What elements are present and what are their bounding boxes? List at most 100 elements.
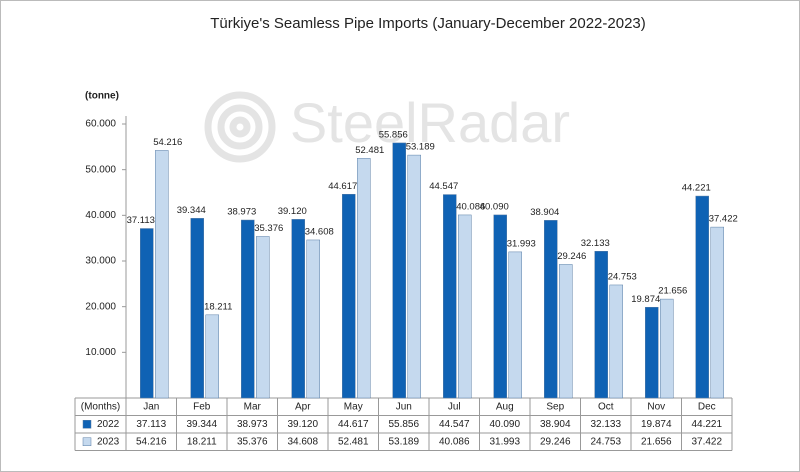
bar bbox=[155, 150, 169, 399]
x-axis-label: (Months) bbox=[81, 401, 120, 412]
table-value: 39.344 bbox=[186, 419, 217, 430]
watermark: SteelRadar bbox=[290, 91, 570, 154]
bar bbox=[443, 194, 457, 399]
table-value: 55.856 bbox=[388, 419, 419, 430]
data-label: 39.344 bbox=[177, 205, 206, 216]
data-label: 38.904 bbox=[530, 207, 559, 218]
table-value: 38.973 bbox=[237, 419, 268, 430]
table-value: 34.608 bbox=[287, 436, 318, 447]
x-tick-label: Jan bbox=[143, 401, 159, 412]
table-value: 37.113 bbox=[136, 419, 166, 430]
bar bbox=[609, 284, 623, 399]
x-tick-label: Feb bbox=[193, 401, 211, 412]
bar bbox=[493, 214, 507, 399]
data-label: 18.211 bbox=[204, 301, 232, 312]
bar bbox=[710, 226, 724, 399]
bar bbox=[559, 264, 573, 399]
bar bbox=[256, 236, 270, 399]
table-value: 19.874 bbox=[641, 419, 672, 430]
data-label: 39.120 bbox=[278, 206, 307, 217]
x-tick-label: Dec bbox=[698, 401, 716, 412]
table-value: 38.904 bbox=[540, 419, 571, 430]
data-label: 44.547 bbox=[429, 181, 458, 192]
data-label: 32.133 bbox=[581, 238, 610, 249]
bar bbox=[645, 306, 659, 399]
x-tick-label: Oct bbox=[598, 401, 614, 412]
y-tick-label: 60.000 bbox=[85, 119, 116, 130]
x-tick-label: Sep bbox=[546, 401, 564, 412]
bar bbox=[407, 154, 421, 399]
bar bbox=[357, 158, 371, 399]
table-value: 32.133 bbox=[590, 419, 621, 430]
data-label: 55.856 bbox=[379, 129, 408, 140]
table-value: 40.090 bbox=[489, 419, 520, 430]
data-label: 40.086 bbox=[456, 201, 485, 212]
data-label: 44.617 bbox=[328, 181, 357, 192]
table-value: 24.753 bbox=[590, 436, 621, 447]
table-value: 52.481 bbox=[338, 436, 369, 447]
data-label: 19.874 bbox=[631, 294, 660, 305]
data-label: 37.422 bbox=[709, 214, 738, 225]
bar bbox=[594, 251, 608, 399]
table-value: 54.216 bbox=[136, 436, 167, 447]
table-value: 44.547 bbox=[439, 419, 470, 430]
x-tick-label: Jul bbox=[448, 401, 461, 412]
bar bbox=[544, 220, 558, 399]
data-label: 34.608 bbox=[305, 226, 334, 237]
legend-label: 2023 bbox=[97, 436, 120, 447]
bar bbox=[306, 239, 320, 399]
bar bbox=[392, 142, 406, 399]
bar bbox=[205, 314, 219, 399]
table-value: 44.617 bbox=[338, 419, 369, 430]
y-tick-label: 10.000 bbox=[85, 347, 116, 358]
table-value: 35.376 bbox=[237, 436, 268, 447]
x-tick-label: Jun bbox=[396, 401, 412, 412]
y-tick-label: 20.000 bbox=[85, 301, 116, 312]
bar bbox=[508, 251, 522, 399]
data-label: 44.221 bbox=[682, 183, 711, 194]
bar bbox=[190, 218, 204, 399]
x-tick-label: May bbox=[344, 401, 363, 412]
y-tick-label: 40.000 bbox=[85, 210, 116, 221]
table-value: 18.211 bbox=[187, 436, 217, 447]
data-label: 40.090 bbox=[480, 201, 509, 212]
data-label: 38.973 bbox=[227, 207, 256, 218]
x-tick-label: Apr bbox=[295, 401, 311, 412]
bar bbox=[342, 193, 356, 399]
bar bbox=[140, 228, 154, 399]
bar bbox=[695, 195, 709, 399]
data-label: 37.113 bbox=[127, 215, 155, 226]
data-label: 35.376 bbox=[254, 223, 283, 234]
data-label: 29.246 bbox=[557, 251, 586, 262]
table-value: 39.120 bbox=[287, 419, 318, 430]
x-tick-label: Nov bbox=[647, 401, 665, 412]
data-label: 52.481 bbox=[355, 145, 384, 156]
table-value: 37.422 bbox=[691, 436, 722, 447]
table-value: 29.246 bbox=[540, 436, 571, 447]
data-label: 31.993 bbox=[507, 238, 536, 249]
table-value: 21.656 bbox=[641, 436, 672, 447]
bar bbox=[458, 214, 472, 399]
table-value: 31.993 bbox=[489, 436, 520, 447]
legend-swatch bbox=[82, 420, 92, 429]
x-tick-label: Mar bbox=[244, 401, 262, 412]
bar bbox=[291, 219, 305, 399]
bar bbox=[241, 219, 255, 399]
data-label: 21.656 bbox=[658, 286, 687, 297]
data-label: 53.189 bbox=[406, 142, 435, 153]
table-value: 44.221 bbox=[691, 419, 722, 430]
table-value: 53.189 bbox=[388, 436, 419, 447]
y-tick-label: 30.000 bbox=[85, 256, 116, 267]
legend-swatch bbox=[82, 437, 92, 446]
data-label: 24.753 bbox=[608, 271, 637, 282]
watermark-logo bbox=[204, 91, 276, 163]
y-axis-label: (tonne) bbox=[85, 91, 119, 102]
table-value: 40.086 bbox=[439, 436, 470, 447]
bar bbox=[660, 298, 674, 399]
legend-label: 2022 bbox=[97, 419, 120, 430]
y-tick-label: 50.000 bbox=[85, 164, 116, 175]
x-tick-label: Aug bbox=[496, 401, 514, 412]
data-label: 54.216 bbox=[153, 137, 182, 148]
chart-title: Türkiye's Seamless Pipe Imports (January… bbox=[210, 15, 646, 32]
